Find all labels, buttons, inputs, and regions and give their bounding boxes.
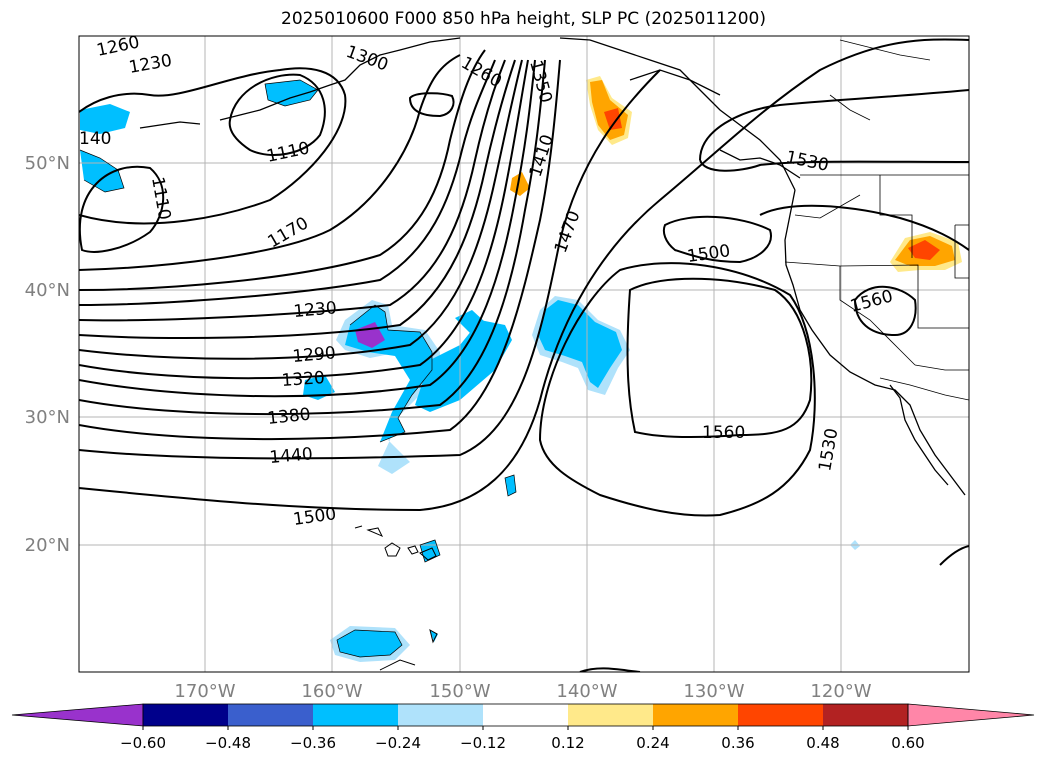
colorbar-segment [398, 704, 483, 726]
contour-label: 1560 [702, 423, 745, 443]
colorbar-frame [142, 703, 909, 727]
lon-label: 140°W [556, 681, 617, 702]
colorbar-segment [653, 704, 738, 726]
lat-label: 40°N [25, 280, 70, 301]
colorbar-tick-label: 0.36 [721, 734, 754, 752]
contour-label: 1260 [458, 53, 505, 92]
colorbar-tick-label: −0.24 [375, 734, 421, 752]
colorbar-tick-label: −0.36 [290, 734, 336, 752]
lon-label: 150°W [429, 681, 490, 702]
contour-label: 1380 [266, 405, 311, 429]
colorbar-segment [483, 704, 568, 726]
colorbar-tick-label: −0.12 [460, 734, 506, 752]
islands [354, 525, 438, 671]
lon-label: 160°W [301, 681, 362, 702]
political-borders [784, 39, 969, 401]
contour-label: 1110 [147, 175, 174, 221]
contour-label: 1300 [343, 42, 390, 76]
lon-label: 170°W [174, 681, 235, 702]
contour-label: 1500 [686, 241, 732, 267]
contour-label: 1290 [292, 343, 337, 367]
colorbar-tick-label: 0.12 [551, 734, 584, 752]
contour-label: 1470 [551, 208, 585, 255]
latitude-labels: 50°N 40°N 30°N 20°N [25, 153, 70, 556]
colorbar-segment [313, 704, 398, 726]
contour-label: 1350 [525, 58, 556, 105]
lat-label: 30°N [25, 407, 70, 428]
colorbar-segment [228, 704, 313, 726]
contour-label: 1410 [526, 132, 558, 179]
contour-label: 1170 [265, 213, 312, 252]
colorbar-tick-label: 0.24 [636, 734, 669, 752]
colorbar-extend-min [11, 703, 144, 727]
map-frame [78, 35, 970, 673]
map-title: 2025010600 F000 850 hPa height, SLP PC (… [281, 9, 766, 29]
colorbar-tick-label: −0.60 [120, 734, 166, 752]
coastlines [139, 37, 966, 496]
lon-label: 130°W [683, 681, 744, 702]
colorbar-tick-label: 0.48 [806, 734, 839, 752]
contour-label: 1320 [281, 368, 326, 391]
negative-anomaly-shading [80, 80, 860, 662]
gridlines [79, 36, 969, 672]
contour-label: 1500 [292, 504, 338, 530]
colorbar-extend-max [907, 703, 1035, 727]
contour-label: 1230 [293, 298, 338, 322]
contour-label: 1560 [848, 286, 895, 317]
map-area [79, 36, 969, 672]
colorbar-segment [738, 704, 823, 726]
colorbar-segment [823, 704, 908, 726]
contour-label: 1230 [127, 51, 173, 78]
anomaly-contour-lines [79, 79, 517, 658]
contour-label: 1440 [269, 444, 314, 468]
colorbar-segment [568, 704, 653, 726]
contour-label: 140 [79, 129, 111, 149]
contour-label: 1530 [815, 427, 842, 473]
colorbar: −0.60 −0.48 −0.36 −0.24 −0.12 0.12 0.24 0.36 0.4… [11, 703, 1035, 752]
colorbar-tick-label: −0.48 [205, 734, 251, 752]
longitude-labels: 170°W 160°W 150°W 140°W 130°W 120°W [174, 681, 871, 702]
positive-anomaly-shading [510, 76, 962, 272]
height-contours [79, 38, 969, 672]
colorbar-segment [143, 704, 228, 726]
lon-label: 120°W [810, 681, 871, 702]
colorbar-tick-label: 0.60 [891, 734, 924, 752]
lat-label: 50°N [25, 153, 70, 174]
lat-label: 20°N [25, 535, 70, 556]
